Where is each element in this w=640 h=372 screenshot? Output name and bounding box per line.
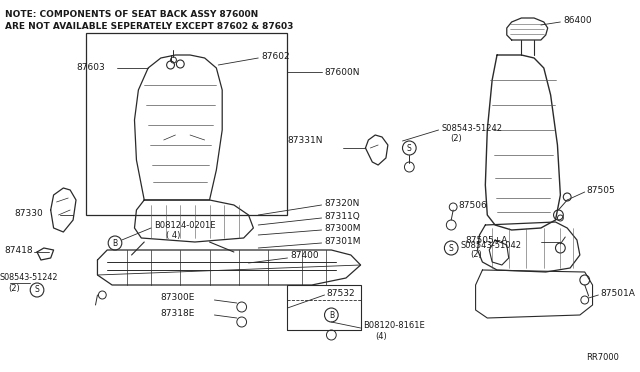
Text: (4): (4): [375, 331, 387, 340]
Text: S: S: [407, 144, 412, 153]
Bar: [86, 33, 287, 215]
Text: 87301M: 87301M: [324, 237, 361, 246]
Text: 87300M: 87300M: [324, 224, 361, 232]
Text: B: B: [329, 311, 334, 320]
Text: 87602: 87602: [261, 51, 290, 61]
Text: 87501A: 87501A: [600, 289, 636, 298]
Text: 87506: 87506: [458, 201, 487, 209]
Text: RR7000: RR7000: [586, 353, 619, 362]
Text: ARE NOT AVAILABLE SEPERATELY EXCEPT 87602 & 87603: ARE NOT AVAILABLE SEPERATELY EXCEPT 8760…: [5, 22, 293, 31]
Text: NOTE: COMPONENTS OF SEAT BACK ASSY 87600N: NOTE: COMPONENTS OF SEAT BACK ASSY 87600…: [5, 10, 258, 19]
Text: B08124-0201E: B08124-0201E: [154, 221, 216, 230]
Text: 86400: 86400: [563, 16, 592, 25]
Text: (2): (2): [451, 134, 462, 142]
Text: (2): (2): [470, 250, 483, 260]
Text: 87331N: 87331N: [287, 135, 323, 144]
Text: 87300E: 87300E: [161, 294, 195, 302]
Text: S08543-51242: S08543-51242: [442, 124, 502, 132]
Text: S08543-51042: S08543-51042: [461, 241, 522, 250]
Text: 87418: 87418: [5, 246, 33, 254]
Text: 87505: 87505: [587, 186, 616, 195]
Text: B08120-8161E: B08120-8161E: [364, 321, 425, 330]
Text: 87603: 87603: [76, 62, 105, 71]
Text: 87532: 87532: [326, 289, 355, 298]
Text: S08543-51242: S08543-51242: [0, 273, 58, 282]
Text: S: S: [35, 285, 40, 295]
Text: ( 4): ( 4): [166, 231, 180, 240]
Text: 87400: 87400: [291, 251, 319, 260]
Bar: [287, 300, 360, 330]
Text: (2): (2): [8, 285, 20, 294]
Text: B: B: [113, 238, 118, 247]
Text: 87311Q: 87311Q: [324, 212, 360, 221]
Text: S: S: [449, 244, 454, 253]
Text: 87600N: 87600N: [324, 67, 360, 77]
Text: 87330: 87330: [15, 208, 44, 218]
Bar: [287, 285, 360, 330]
Text: 87505+A: 87505+A: [466, 235, 508, 244]
Text: 87320N: 87320N: [324, 199, 360, 208]
Text: 87318E: 87318E: [161, 308, 195, 317]
